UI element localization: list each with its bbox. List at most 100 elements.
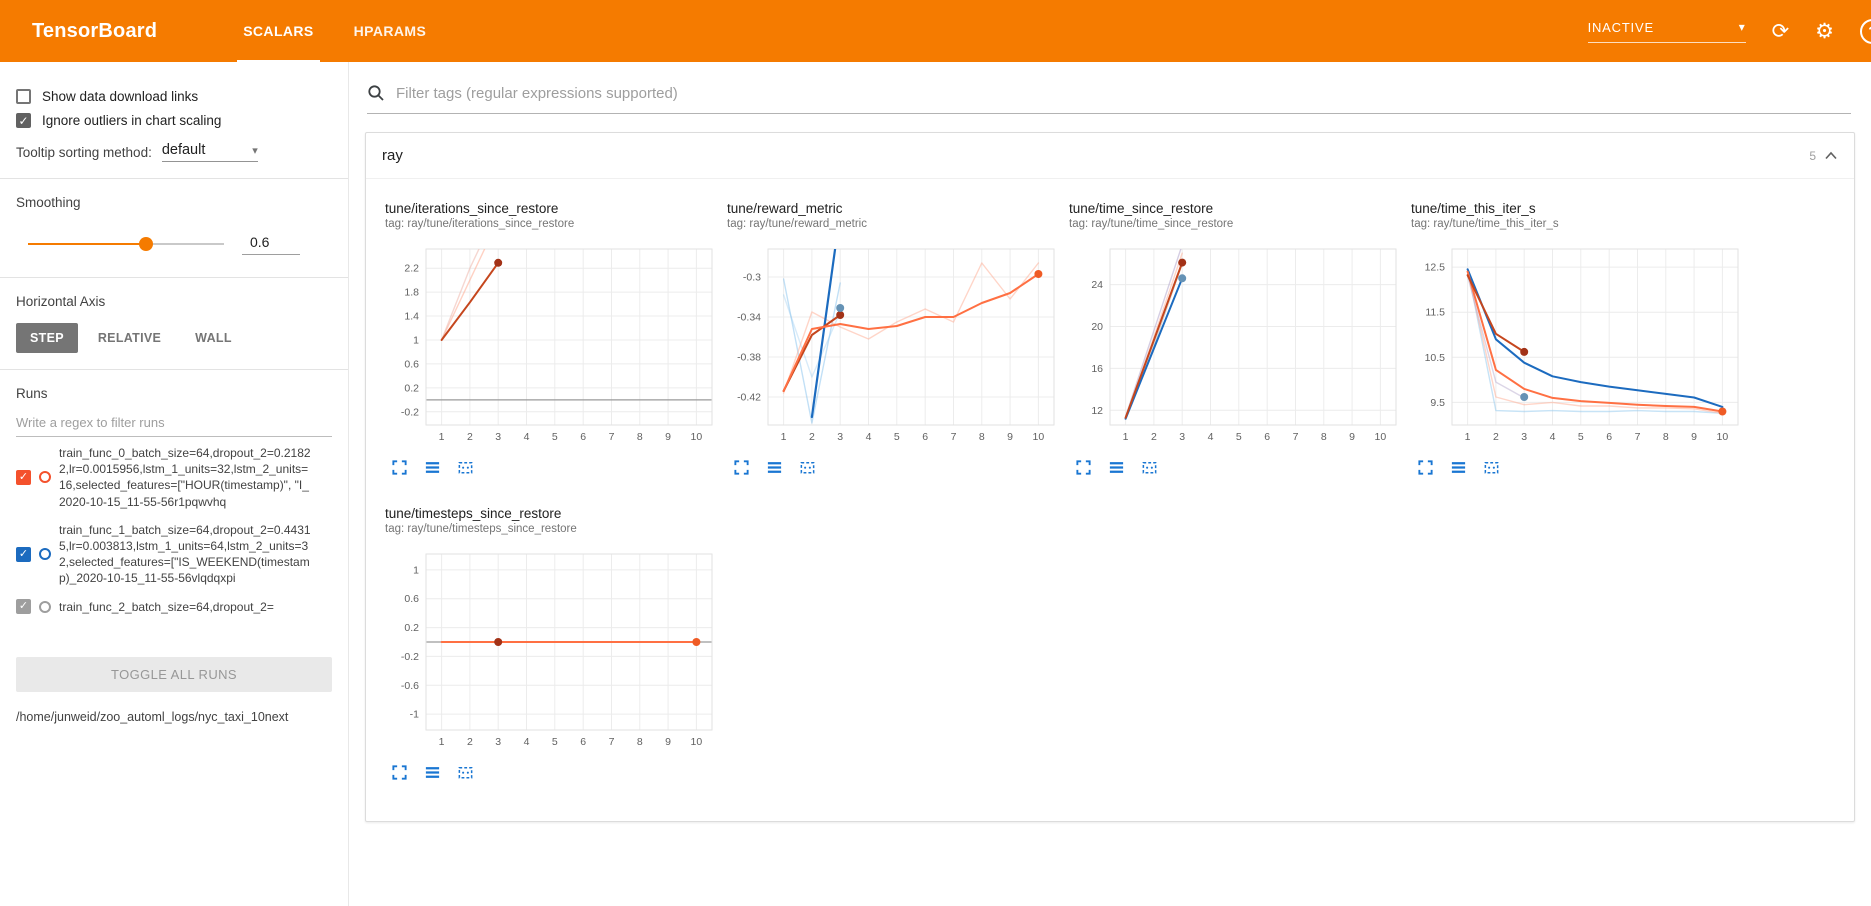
- charts-grid: tune/iterations_since_restore tag: ray/t…: [366, 179, 1854, 805]
- toggle-runs-icon[interactable]: [424, 459, 441, 476]
- run-radio-icon[interactable]: [39, 471, 51, 484]
- tag-filter-input[interactable]: [396, 84, 1851, 102]
- chart-tag: tag: ray/tune/iterations_since_restore: [385, 218, 575, 230]
- fit-domain-icon[interactable]: [457, 459, 474, 476]
- svg-text:4: 4: [866, 431, 872, 443]
- run-checkbox[interactable]: ✓: [16, 469, 31, 485]
- horizontal-axis-section: Horizontal Axis STEP RELATIVE WALL: [0, 284, 348, 363]
- svg-text:5: 5: [1236, 431, 1242, 443]
- svg-text:1: 1: [1465, 431, 1471, 443]
- run-radio-icon[interactable]: [39, 548, 51, 561]
- chart-tag: tag: ray/tune/timesteps_since_restore: [385, 523, 577, 535]
- tag-group-count: 5: [1809, 148, 1816, 163]
- svg-text:9: 9: [665, 431, 671, 443]
- fit-domain-icon[interactable]: [457, 764, 474, 781]
- chart-toolbar: [1075, 459, 1410, 476]
- tooltip-sorting-value: default: [161, 142, 206, 158]
- svg-text:3: 3: [1521, 431, 1527, 443]
- chart-title: tune/time_this_iter_s: [1411, 201, 1536, 216]
- run-row[interactable]: ✓ train_func_1_batch_size=64,dropout_2=0…: [16, 516, 332, 593]
- svg-text:3: 3: [1179, 431, 1185, 443]
- header-actions: INACTIVE ▾ ⟳ ⚙ ?: [1587, 18, 1871, 44]
- toggle-runs-icon[interactable]: [766, 459, 783, 476]
- haxis-wall-button[interactable]: WALL: [181, 323, 246, 353]
- expand-icon[interactable]: [733, 459, 750, 476]
- svg-text:0.2: 0.2: [404, 622, 419, 634]
- svg-text:7: 7: [609, 431, 615, 443]
- expand-icon[interactable]: [391, 459, 408, 476]
- svg-text:-0.3: -0.3: [743, 272, 761, 284]
- svg-text:7: 7: [1635, 431, 1641, 443]
- log-path: /home/junweid/zoo_automl_logs/nyc_taxi_1…: [16, 710, 289, 724]
- svg-text:12: 12: [1091, 405, 1103, 417]
- show-download-links-checkbox[interactable]: Show data download links: [16, 89, 332, 104]
- tag-group-card: ray 5 tune/iterations_since_restore tag:…: [365, 132, 1855, 822]
- haxis-relative-button[interactable]: RELATIVE: [84, 323, 175, 353]
- toggle-runs-icon[interactable]: [424, 764, 441, 781]
- status-dropdown[interactable]: INACTIVE ▾: [1587, 20, 1746, 43]
- smoothing-slider[interactable]: [28, 236, 224, 251]
- chart-title: tune/reward_metric: [727, 201, 843, 216]
- run-checkbox[interactable]: ✓: [16, 599, 31, 615]
- svg-text:3: 3: [495, 736, 501, 748]
- svg-text:4: 4: [1208, 431, 1214, 443]
- tab-bar: SCALARS HPARAMS: [223, 0, 446, 62]
- refresh-icon[interactable]: ⟳: [1771, 19, 1790, 43]
- svg-text:-0.6: -0.6: [401, 680, 419, 692]
- tooltip-sorting-select[interactable]: default ▾: [161, 142, 258, 162]
- tab-scalars[interactable]: SCALARS: [237, 0, 320, 62]
- ignore-outliers-checkbox[interactable]: ✓ Ignore outliers in chart scaling: [16, 113, 332, 128]
- svg-text:0.6: 0.6: [404, 593, 419, 605]
- help-icon[interactable]: ?: [1860, 18, 1871, 44]
- settings-gear-icon[interactable]: ⚙: [1815, 19, 1834, 43]
- svg-text:12.5: 12.5: [1425, 262, 1446, 274]
- svg-text:1.8: 1.8: [404, 287, 419, 299]
- toggle-runs-icon[interactable]: [1108, 459, 1125, 476]
- chart-title: tune/iterations_since_restore: [385, 201, 559, 216]
- chart-plot: 1 2 3 4 5 6 7 8 9 10 -0.2 0.2 0.6 1 1.4 1.8 2.2: [401, 248, 713, 443]
- svg-text:5: 5: [552, 736, 558, 748]
- sidebar: Show data download links ✓ Ignore outlie…: [0, 62, 349, 906]
- svg-text:6: 6: [1606, 431, 1612, 443]
- svg-text:2: 2: [1493, 431, 1499, 443]
- expand-icon[interactable]: [391, 764, 408, 781]
- haxis-step-button[interactable]: STEP: [16, 323, 78, 353]
- svg-text:0.6: 0.6: [404, 358, 419, 370]
- slider-knob[interactable]: [138, 236, 153, 251]
- fit-domain-icon[interactable]: [1141, 459, 1158, 476]
- collapse-chevron-icon[interactable]: [1824, 151, 1838, 160]
- svg-text:11.5: 11.5: [1425, 307, 1445, 319]
- expand-icon[interactable]: [1417, 459, 1434, 476]
- chart-tag: tag: ray/tune/time_this_iter_s: [1411, 218, 1559, 230]
- smoothing-value-input[interactable]: 0.6: [242, 232, 300, 255]
- run-radio-icon[interactable]: [39, 600, 51, 613]
- chart-toolbar: [733, 459, 1068, 476]
- toggle-all-runs-button[interactable]: TOGGLE ALL RUNS: [16, 657, 332, 692]
- toggle-runs-icon[interactable]: [1450, 459, 1467, 476]
- tag-group-header[interactable]: ray 5: [366, 133, 1854, 179]
- run-row[interactable]: ✓ train_func_0_batch_size=64,dropout_2=0…: [16, 439, 332, 516]
- svg-text:0.2: 0.2: [404, 382, 419, 394]
- fit-domain-icon[interactable]: [799, 459, 816, 476]
- svg-text:3: 3: [837, 431, 843, 443]
- run-checkbox[interactable]: ✓: [16, 546, 31, 562]
- runs-label: Runs: [16, 386, 48, 401]
- fit-domain-icon[interactable]: [1483, 459, 1500, 476]
- runs-filter-input[interactable]: [16, 407, 332, 437]
- svg-text:9: 9: [1349, 431, 1355, 443]
- svg-text:8: 8: [1663, 431, 1669, 443]
- run-row[interactable]: ✓ train_func_2_batch_size=64,dropout_2=: [16, 593, 332, 621]
- svg-text:7: 7: [609, 736, 615, 748]
- horizontal-axis-toggle: STEP RELATIVE WALL: [16, 323, 332, 353]
- run-label: train_func_1_batch_size=64,dropout_2=0.4…: [59, 522, 311, 586]
- svg-text:9: 9: [1007, 431, 1013, 443]
- chart-plot: 1 2 3 4 5 6 7 8 9 10 9.5 10.5 11.5 12.5: [1425, 248, 1739, 443]
- tab-hparams[interactable]: HPARAMS: [353, 23, 427, 39]
- expand-icon[interactable]: [1075, 459, 1092, 476]
- svg-text:4: 4: [524, 736, 530, 748]
- chart-plot: 1 2 3 4 5 6 7 8 9 10 -1 -0.6 -0.2 0.2 0.6 1: [401, 553, 713, 748]
- svg-text:2: 2: [809, 431, 815, 443]
- svg-text:5: 5: [1578, 431, 1584, 443]
